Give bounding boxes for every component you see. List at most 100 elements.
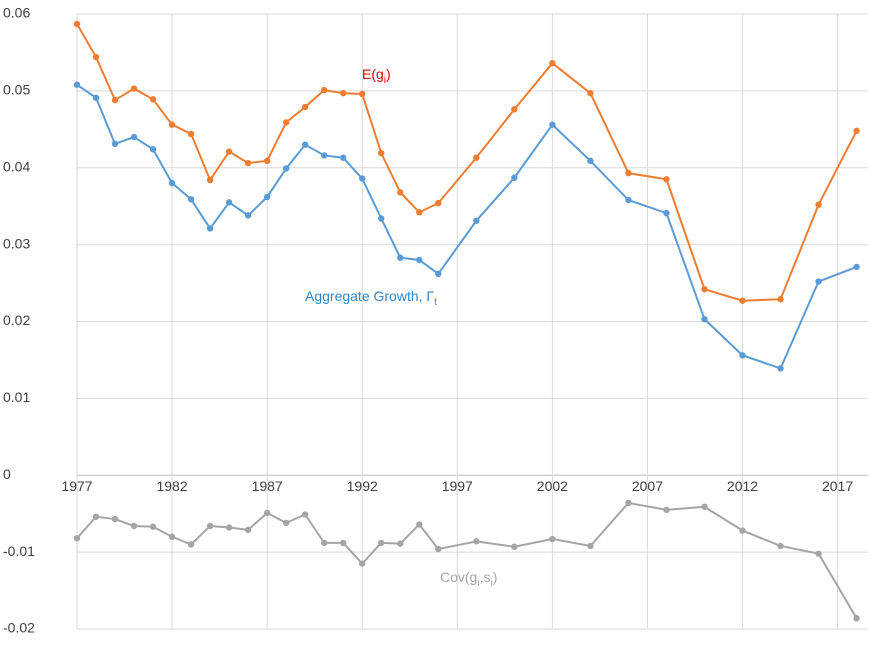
label-text: ) xyxy=(386,66,391,82)
data-point xyxy=(206,225,214,232)
data-point xyxy=(149,96,157,103)
x-tick-label: 1977 xyxy=(61,478,92,494)
y-tick-label: 0.03 xyxy=(3,235,30,251)
label-text: ) xyxy=(493,569,498,585)
data-point xyxy=(739,527,746,534)
data-point xyxy=(416,209,423,216)
x-tick-label: 2002 xyxy=(537,478,568,494)
data-point xyxy=(777,542,784,550)
x-tick-label: 1987 xyxy=(252,478,283,494)
y-tick-label: 0.02 xyxy=(3,312,30,328)
data-point xyxy=(111,140,119,148)
data-point xyxy=(130,522,138,530)
data-point xyxy=(225,524,233,531)
data-point xyxy=(416,521,423,528)
data-point xyxy=(587,542,594,550)
data-point xyxy=(815,201,822,208)
data-point xyxy=(815,278,822,285)
data-point xyxy=(359,560,366,567)
data-point xyxy=(263,193,271,201)
data-point xyxy=(301,103,309,111)
data-point xyxy=(587,157,594,165)
data-point xyxy=(435,545,442,553)
data-point xyxy=(244,212,252,219)
series-line xyxy=(76,23,858,302)
data-point xyxy=(73,20,81,28)
data-point xyxy=(225,148,233,155)
data-point xyxy=(320,152,328,159)
data-point xyxy=(206,176,214,184)
subscript: i xyxy=(477,578,479,589)
data-point xyxy=(187,541,195,548)
subscript: i xyxy=(384,75,386,86)
data-point xyxy=(111,96,119,104)
data-point xyxy=(149,523,157,530)
y-tick-label: -0.01 xyxy=(3,543,35,559)
data-point xyxy=(92,94,100,101)
data-point xyxy=(340,154,347,161)
data-point xyxy=(701,315,708,323)
x-tick-label: 1992 xyxy=(347,478,378,494)
series-line xyxy=(76,501,858,619)
data-point xyxy=(815,550,822,557)
data-point xyxy=(549,60,556,67)
x-tick-label: 2007 xyxy=(632,478,663,494)
label-text: E(g xyxy=(362,66,384,82)
data-point xyxy=(777,296,784,303)
data-point xyxy=(739,352,746,359)
data-point xyxy=(340,539,347,547)
data-point xyxy=(244,526,252,534)
data-point xyxy=(263,509,271,517)
x-tick-label: 1997 xyxy=(442,478,473,494)
data-point xyxy=(149,146,157,153)
series-label: E(gi) xyxy=(362,66,391,86)
data-point xyxy=(282,119,290,126)
data-point xyxy=(511,543,518,550)
data-point xyxy=(168,533,176,540)
data-point xyxy=(187,196,195,203)
data-point xyxy=(340,89,347,97)
data-point xyxy=(625,169,632,177)
subscript: t xyxy=(434,297,437,308)
series-label: Cov(gi,si) xyxy=(440,569,497,589)
x-tick-label: 1982 xyxy=(156,478,187,494)
data-point xyxy=(853,263,860,271)
data-point xyxy=(511,106,518,113)
data-point xyxy=(282,519,290,527)
data-point xyxy=(73,81,81,88)
data-point xyxy=(435,199,442,207)
data-point xyxy=(549,535,556,543)
y-tick-label: 0.05 xyxy=(3,82,30,98)
data-point xyxy=(263,157,271,165)
data-point xyxy=(92,513,100,520)
series-line xyxy=(76,83,857,370)
data-point xyxy=(130,133,138,141)
data-point xyxy=(663,506,670,514)
data-point xyxy=(397,254,404,261)
data-point xyxy=(473,217,480,224)
data-point xyxy=(397,540,404,547)
data-point xyxy=(244,159,252,167)
data-point xyxy=(511,174,518,181)
data-point xyxy=(701,503,708,510)
data-point xyxy=(225,199,233,206)
data-point xyxy=(701,286,708,293)
data-point xyxy=(168,121,176,128)
data-point xyxy=(111,515,119,523)
x-tick-label: 2017 xyxy=(822,478,853,494)
series-label: Aggregate Growth, Γt xyxy=(305,288,437,308)
y-tick-label: 0.01 xyxy=(3,389,30,405)
data-point xyxy=(435,270,442,278)
data-point xyxy=(853,127,860,135)
y-tick-label: 0.06 xyxy=(3,5,30,21)
label-text: Cov(g xyxy=(440,569,477,585)
data-point xyxy=(663,176,670,183)
y-tick-label: -0.02 xyxy=(3,620,35,636)
data-point xyxy=(473,538,480,545)
data-point xyxy=(473,154,480,161)
label-text: ,s xyxy=(480,569,491,585)
x-tick-label: 2012 xyxy=(727,478,758,494)
data-point xyxy=(168,179,176,187)
data-point xyxy=(187,130,195,138)
